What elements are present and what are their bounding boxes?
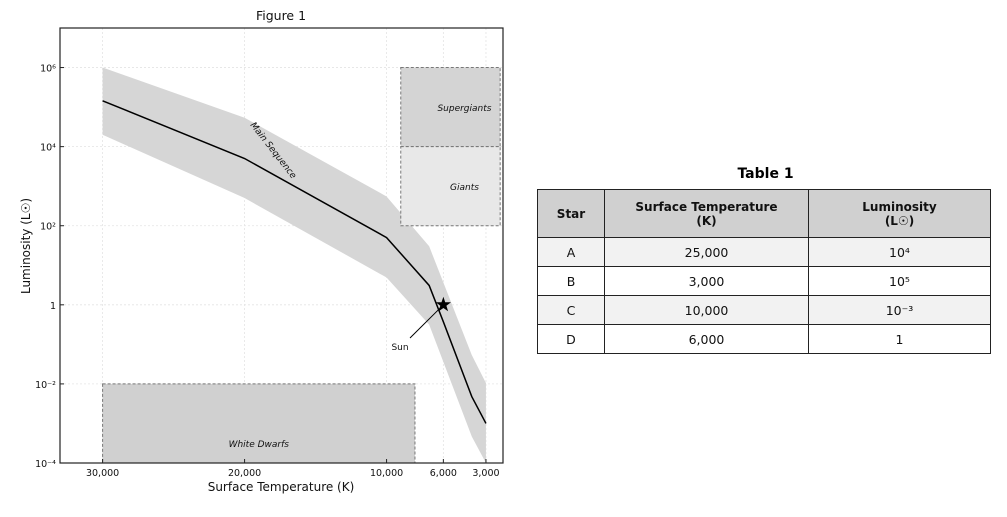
- cell-star: D: [537, 324, 605, 354]
- main-sequence-band: [102, 67, 486, 463]
- x-tick-label: 20,000: [228, 468, 261, 479]
- x-axis-label: Surface Temperature (K): [208, 480, 355, 494]
- table-row: A 25,000 10⁴: [537, 237, 991, 267]
- x-tick-label: 30,000: [86, 468, 119, 479]
- cell-star: B: [537, 266, 605, 296]
- sun-label: Sun: [391, 343, 408, 353]
- chart-title: Figure 1: [256, 8, 306, 23]
- y-tick-label: 1: [50, 301, 56, 312]
- x-tick-label: 3,000: [472, 468, 499, 479]
- table-row: C 10,000 10⁻³: [537, 295, 991, 325]
- header-star: Star: [537, 189, 605, 238]
- cell-star: C: [537, 295, 605, 325]
- cell-temperature: 25,000: [604, 237, 809, 267]
- cell-star: A: [537, 237, 605, 267]
- cell-luminosity: 10⁴: [808, 237, 991, 267]
- y-tick-label: 10⁴: [40, 143, 56, 154]
- y-tick-label: 10⁻⁴: [35, 459, 56, 470]
- cell-luminosity: 10⁻³: [808, 295, 991, 325]
- region-supergiants: [400, 67, 501, 148]
- cell-temperature: 6,000: [604, 324, 809, 354]
- cell-luminosity: 1: [808, 324, 991, 354]
- table-title: Table 1: [737, 166, 794, 182]
- sun-arrow: [409, 307, 441, 339]
- header-luminosity: Luminosity (L☉): [808, 189, 991, 238]
- y-axis-label: Luminosity (L☉): [19, 198, 33, 294]
- star-table: Star Surface Temperature (K) Luminosity (L…: [537, 189, 991, 354]
- region-label: Supergiants: [437, 104, 491, 114]
- header-temperature: Surface Temperature (K): [604, 189, 809, 238]
- y-tick-label: 10²: [40, 222, 56, 233]
- cell-temperature: 10,000: [604, 295, 809, 325]
- table-row: D 6,000 1: [537, 324, 991, 354]
- region-label: White Dwarfs: [229, 440, 290, 450]
- table-row: B 3,000 10⁵: [537, 266, 991, 296]
- y-tick-label: 10⁶: [40, 64, 56, 75]
- cell-luminosity: 10⁵: [808, 266, 991, 296]
- cell-temperature: 3,000: [604, 266, 809, 296]
- main-sequence-line: [102, 100, 487, 424]
- x-tick-label: 6,000: [430, 468, 457, 479]
- region-label: Giants: [450, 183, 479, 193]
- region-giants: [400, 146, 501, 227]
- sun-star-icon: [435, 296, 451, 312]
- axes-frame: [59, 27, 504, 464]
- y-tick-label: 10⁻²: [35, 380, 56, 391]
- region-white-dwarfs: [102, 383, 416, 464]
- table-header-row: Star Surface Temperature (K) Luminosity (L…: [537, 189, 991, 238]
- x-tick-label: 10,000: [370, 468, 403, 479]
